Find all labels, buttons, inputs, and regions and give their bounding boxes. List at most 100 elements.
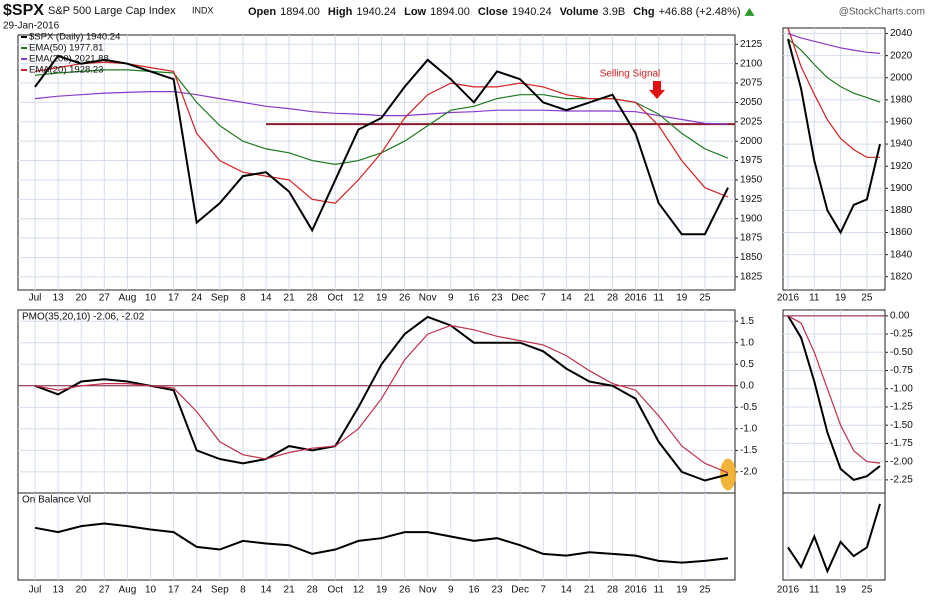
series-line: [34, 91, 729, 125]
x-tick-label: Nov: [419, 293, 437, 304]
x-tick-label: 28: [607, 585, 619, 596]
x-tick-label: 11: [654, 585, 665, 596]
y-tick-label: 2000: [740, 136, 763, 147]
x-tick-label: 25: [699, 293, 711, 304]
y-tick-label: -1.5: [740, 445, 758, 456]
y-tick-label: 1.5: [740, 316, 754, 327]
date: 29-Jan-2016: [3, 21, 60, 32]
y-tick-label: 1980: [890, 94, 913, 105]
y-tick-label: 1840: [890, 249, 913, 260]
x-tick-label: Oct: [328, 293, 344, 304]
y-tick-label: 1920: [890, 161, 913, 172]
x-tick-label: 19: [676, 293, 688, 304]
x-tick-label: 25: [861, 293, 873, 304]
x-tick-label: 19: [376, 585, 388, 596]
annotation: Selling Signal: [600, 69, 661, 80]
x-tick-label: Sep: [211, 293, 229, 304]
x-tick-label: 20: [76, 585, 88, 596]
panels: Jul 13 20 27 Aug 10 17 24 Sep 8 14 21 28 Oct 12 19 26 Nov…: [17, 27, 913, 596]
quote-value: +46.88 (+2.48%): [659, 6, 741, 18]
panel-frame: [782, 27, 886, 291]
quote-label: Chg: [633, 6, 654, 18]
x-tick-label: 20: [76, 293, 88, 304]
y-tick-label: 0.0: [740, 380, 754, 391]
series-line: [787, 38, 881, 103]
quote-value: 1894.00: [280, 6, 320, 18]
quote-label: Volume: [560, 6, 599, 18]
x-tick-label: Jul: [29, 293, 42, 304]
x-tick-label: 14: [561, 585, 573, 596]
x-tick-label: Aug: [119, 293, 137, 304]
exchange: INDX: [192, 5, 214, 15]
x-tick-label: 23: [491, 293, 503, 304]
x-tick-label: 11: [654, 293, 665, 304]
signal-arrow: [649, 81, 665, 99]
y-tick-label: 1820: [890, 271, 913, 282]
quote-value: 1940.24: [356, 6, 396, 18]
x-tick-label: 25: [861, 585, 873, 596]
y-tick-label: 1850: [740, 252, 763, 263]
x-tick-label: 21: [284, 293, 296, 304]
x-tick-label: 19: [376, 293, 388, 304]
x-tick-label: Nov: [419, 585, 437, 596]
y-tick-label: -1.50: [890, 420, 913, 431]
x-tick-label: 10: [145, 585, 157, 596]
x-tick-label: 26: [399, 585, 411, 596]
y-tick-label: 0.5: [740, 359, 754, 370]
y-tick-label: -1.25: [890, 402, 913, 413]
x-tick-label: 25: [699, 585, 711, 596]
y-tick-label: -1.75: [890, 438, 913, 449]
y-tick-label: -2.00: [890, 456, 913, 467]
quote-label: Open: [248, 6, 276, 18]
series-line: [787, 32, 881, 54]
quote-value: 1940.24: [512, 6, 552, 18]
x-tick-label: 11: [809, 585, 820, 596]
x-tick-label: 16: [468, 585, 480, 596]
quote-value: 3.9B: [603, 6, 626, 18]
x-tick-label: 12: [353, 585, 365, 596]
x-tick-label: 24: [191, 585, 203, 596]
legend-label: $SPX (Daily) 1940.24: [29, 32, 120, 43]
y-tick-label: -0.50: [890, 347, 913, 358]
x-tick-label: Jul: [29, 585, 42, 596]
y-tick-label: 0.00: [890, 310, 910, 321]
x-tick-label: Aug: [119, 585, 137, 596]
x-tick-label: Oct: [328, 585, 344, 596]
x-tick-label: 13: [53, 585, 65, 596]
x-tick-label: 19: [676, 585, 688, 596]
x-tick-label: 8: [240, 585, 246, 596]
x-tick-label: 17: [168, 293, 180, 304]
panel-frame: [782, 309, 886, 494]
y-tick-label: -0.25: [890, 329, 913, 340]
y-tick-label: 1825: [740, 271, 763, 282]
panel-frame: [17, 34, 736, 291]
x-tick-label: 2016: [777, 585, 800, 596]
x-tick-label: 27: [99, 293, 111, 304]
series-line: [787, 315, 881, 464]
quote-label: Low: [404, 6, 426, 18]
y-tick-label: 1975: [740, 155, 763, 166]
x-tick-label: 27: [99, 585, 111, 596]
series-line: [787, 315, 881, 482]
x-tick-label: 26: [399, 293, 411, 304]
x-tick-label: Sep: [211, 585, 229, 596]
quote: Open 1894.00 High 1940.24 Low 1894.00 Close 194…: [248, 6, 741, 18]
x-tick-label: 21: [284, 585, 296, 596]
y-tick-label: -1.00: [890, 383, 913, 394]
y-tick-label: 2040: [890, 28, 913, 39]
x-tick-label: 24: [191, 293, 203, 304]
x-tick-label: 19: [835, 585, 847, 596]
x-tick-label: 13: [53, 293, 65, 304]
series-line: [787, 38, 881, 235]
y-tick-label: -0.5: [740, 402, 758, 413]
series-line: [34, 61, 729, 204]
x-tick-label: 9: [448, 293, 454, 304]
x-tick-label: 7: [540, 585, 546, 596]
series-line: [787, 27, 880, 158]
x-tick-label: Dec: [511, 585, 529, 596]
x-tick-label: 10: [145, 293, 157, 304]
y-tick-label: 1900: [890, 183, 913, 194]
x-tick-label: 2016: [624, 585, 647, 596]
y-tick-label: 1875: [740, 233, 763, 244]
highlight: [720, 458, 736, 491]
